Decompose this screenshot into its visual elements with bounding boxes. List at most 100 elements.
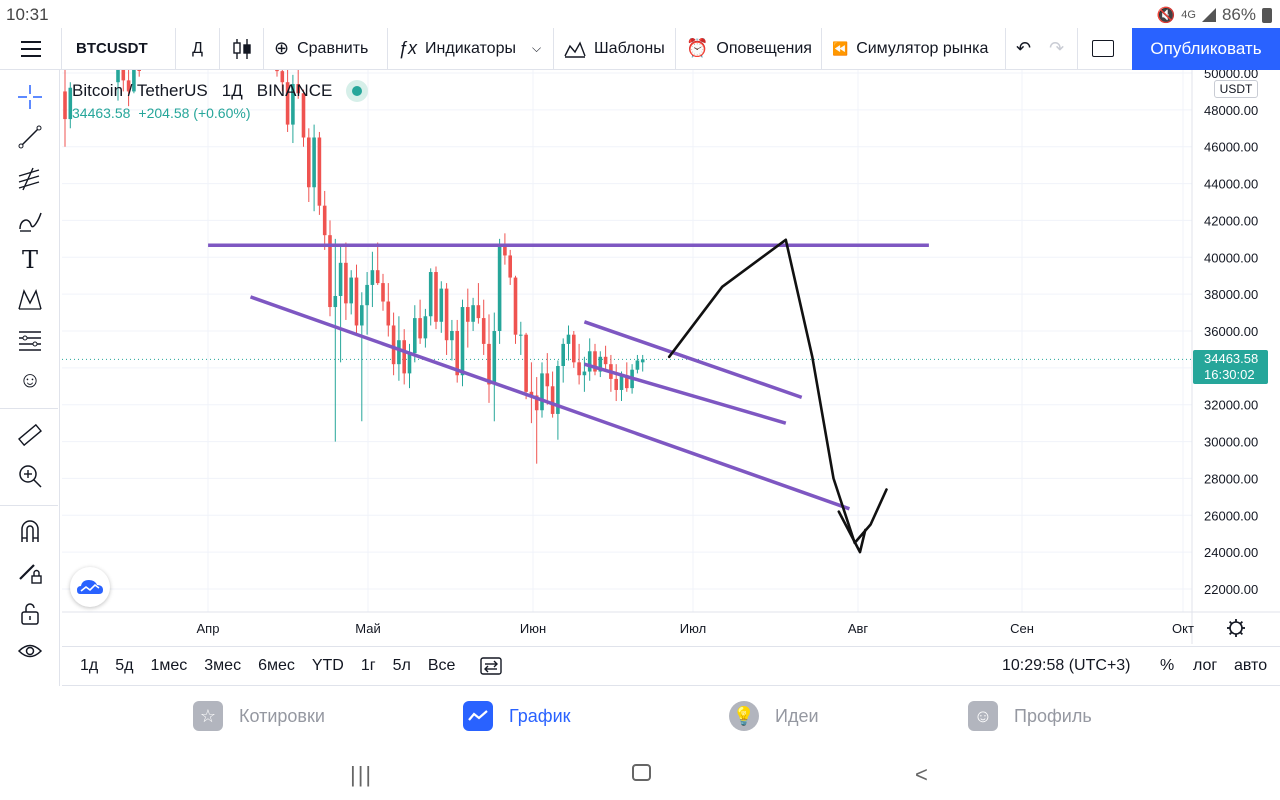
settings-gear-icon[interactable] — [1229, 621, 1243, 635]
lower-trendline[interactable] — [249, 295, 850, 511]
bar-countdown: 16:30:02 — [1204, 367, 1255, 382]
range-button[interactable]: 1мес — [150, 657, 188, 674]
zoom-tool[interactable] — [0, 459, 60, 493]
candle-body — [503, 246, 507, 256]
trendline-tool[interactable] — [0, 120, 60, 154]
undo-icon[interactable]: ↶ — [1016, 38, 1032, 58]
range-button[interactable]: 5л — [392, 657, 411, 674]
price-tick-label: 24000.00 — [1204, 545, 1258, 560]
candle-body — [603, 356, 608, 365]
mute-icon: 🔇 — [1156, 7, 1176, 24]
candle-body — [132, 70, 136, 92]
goto-date-icon[interactable] — [480, 655, 502, 675]
range-button[interactable]: 6мес — [258, 657, 295, 674]
publish-button[interactable]: Опубликовать — [1132, 28, 1280, 70]
pattern-tool[interactable] — [0, 283, 60, 317]
candle-body — [534, 395, 539, 411]
templates-button[interactable]: Шаблоны — [554, 27, 676, 70]
recent-apps-icon[interactable]: ||| — [350, 762, 374, 787]
range-button[interactable]: Все — [427, 657, 456, 674]
channel-bottom-line[interactable] — [583, 362, 787, 425]
candle-body — [354, 277, 359, 326]
prediction-tool[interactable] — [0, 323, 60, 357]
hand-drawn-forecast[interactable] — [667, 238, 888, 545]
nav-profile[interactable]: ☺ Профиль — [968, 700, 1092, 732]
range-button[interactable]: 1д — [80, 657, 99, 674]
symbol-legend: Bitcoin / TetherUS 1Д BINANCE — [72, 80, 369, 102]
candle-body — [450, 331, 454, 341]
log-toggle[interactable]: лог — [1193, 657, 1218, 674]
indicators-label: Индикаторы — [425, 39, 516, 57]
currency-button[interactable]: USDT — [1214, 80, 1258, 98]
market-status-icon[interactable] — [346, 80, 369, 102]
timezone-clock[interactable]: 10:29:58 (UTC+3) — [1002, 657, 1131, 674]
legend-last-price: 34463.58 — [72, 105, 131, 121]
percent-toggle[interactable]: % — [1160, 657, 1175, 674]
nav-ideas[interactable]: 💡 Идеи — [729, 700, 819, 732]
lock-tool[interactable] — [0, 596, 60, 630]
candle-body — [587, 351, 592, 372]
candle-body — [338, 262, 343, 296]
replay-button[interactable]: ⏪ Симулятор рынка — [822, 27, 1006, 70]
price-tick-label: 46000.00 — [1204, 140, 1258, 155]
ruler-tool[interactable] — [0, 418, 60, 452]
candle-body — [577, 362, 581, 376]
range-button[interactable]: 5д — [115, 657, 134, 674]
home-icon[interactable] — [632, 764, 651, 781]
candle-body — [428, 272, 433, 317]
candle-body — [561, 343, 565, 367]
symbol-button[interactable]: BTCUSDT — [62, 27, 176, 70]
back-icon[interactable]: < — [915, 762, 928, 787]
candle-body — [487, 343, 491, 385]
settings-gear-tooth — [1239, 620, 1244, 625]
tool-divider — [0, 505, 58, 506]
chevron-down-icon[interactable]: ⌵ — [531, 41, 542, 55]
magnet-tool[interactable] — [0, 514, 60, 548]
lock-drawings-tool[interactable] — [0, 555, 60, 589]
range-button[interactable]: 1г — [360, 657, 376, 674]
range-button[interactable]: 3мес — [204, 657, 242, 674]
indicators-button[interactable]: ƒx Индикаторы ⌵ — [388, 27, 554, 70]
candle-body — [307, 137, 311, 188]
price-chart[interactable]: 50000.00 48000.00 46000.00 44000.00 42000.00… — [62, 66, 1280, 644]
templates-label: Шаблоны — [594, 39, 665, 57]
candle-body — [126, 80, 131, 92]
price-tick-label: 28000.00 — [1204, 471, 1258, 486]
visibility-tool[interactable] — [0, 634, 60, 668]
brush-tool[interactable] — [0, 203, 60, 237]
crosshair-tool[interactable] — [0, 80, 60, 114]
price-tick-label: 50000.00 — [1204, 70, 1258, 81]
chart-area[interactable]: 50000.00 48000.00 46000.00 44000.00 42000.00… — [62, 66, 1280, 644]
candle-body — [365, 284, 369, 306]
alerts-button[interactable]: ⏰ Оповещения — [676, 27, 822, 70]
range-button[interactable]: YTD — [311, 657, 344, 674]
emoji-tool[interactable]: ☺ — [0, 363, 60, 397]
candle-body — [476, 305, 481, 319]
auto-toggle[interactable]: авто — [1234, 657, 1268, 674]
compare-button[interactable]: ⊕ Сравнить — [264, 27, 388, 70]
price-tick-label: 48000.00 — [1204, 103, 1258, 118]
menu-button[interactable] — [0, 27, 62, 70]
price-tick-label: 22000.00 — [1204, 582, 1258, 597]
pitchfork-tool[interactable] — [0, 162, 60, 196]
candle-body — [444, 288, 449, 341]
legend-interval: 1Д — [221, 81, 243, 100]
redo-icon[interactable]: ↷ — [1049, 38, 1065, 58]
candle-body — [280, 71, 285, 83]
nav-chart[interactable]: График — [463, 700, 571, 732]
price-tick-label: 32000.00 — [1204, 398, 1258, 413]
fx-icon: ƒx — [398, 38, 418, 58]
channel-top-line[interactable] — [583, 320, 803, 399]
nav-quotes[interactable]: ☆ Котировки — [193, 700, 325, 732]
text-tool[interactable]: T — [0, 243, 60, 277]
current-price-label: 34463.58 16:30:02 — [1193, 350, 1268, 384]
hand-drawn-arrowhead[interactable] — [837, 510, 867, 554]
candle-body — [508, 255, 512, 278]
prediction-icon — [19, 331, 41, 351]
tradingview-logo-button[interactable] — [70, 567, 110, 607]
chart-type-button[interactable] — [220, 27, 264, 70]
candle-body — [423, 316, 428, 339]
candle-body — [481, 318, 486, 344]
interval-button[interactable]: Д — [176, 27, 220, 70]
fullscreen-button[interactable] — [1078, 28, 1128, 70]
